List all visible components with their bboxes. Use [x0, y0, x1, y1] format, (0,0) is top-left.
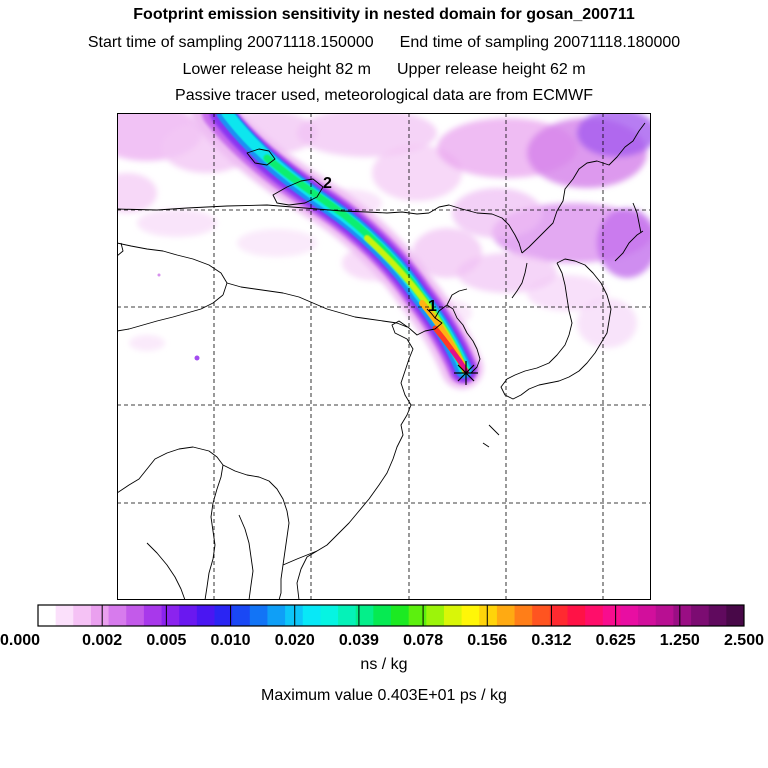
colorbar-cell	[655, 605, 674, 626]
colorbar-cell	[90, 605, 109, 626]
colorbar-tick-label: 0.039	[339, 632, 379, 649]
colorbar-cell	[708, 605, 727, 626]
colorbar-cell	[514, 605, 533, 626]
colorbar-cell	[267, 605, 286, 626]
colorbar-cell	[496, 605, 515, 626]
colorbar-tick-label: 0.000	[0, 632, 40, 649]
footprint-map: 2 1	[117, 113, 651, 600]
colorbar-cell	[338, 605, 357, 626]
colorbar-cell	[73, 605, 92, 626]
colorbar-cell	[443, 605, 462, 626]
sampling-times: Start time of sampling 20071118.150000 En…	[0, 34, 768, 52]
colorbar-cell	[426, 605, 445, 626]
colorbar-cell	[726, 605, 745, 626]
colorbar-cells	[37, 605, 745, 626]
plot-title: Footprint emission sensitivity in nested…	[133, 6, 635, 23]
tracer-note: Passive tracer used, meteorological data…	[175, 87, 593, 104]
colorbar-cell	[461, 605, 480, 626]
colorbar-cell	[532, 605, 551, 626]
colorbar-tick-label: 1.250	[660, 632, 700, 649]
colorbar-cell	[638, 605, 657, 626]
colorbar-cell	[620, 605, 639, 626]
trajectory-label-1: 1	[428, 298, 437, 315]
colorbar-tick-labels: 0.000 0.002 0.005 0.010 0.020 0.039 0.078 0.156…	[0, 632, 764, 649]
colorbar-cell	[232, 605, 251, 626]
colorbar-cell	[302, 605, 321, 626]
colorbar-tick-label: 0.156	[467, 632, 507, 649]
colorbar-cell	[391, 605, 410, 626]
start-time-label: Start time of sampling 20071118.150000	[87, 34, 374, 51]
colorbar-cell	[108, 605, 127, 626]
colorbar-unit: ns / kg	[360, 656, 408, 673]
colorbar-cell	[408, 605, 427, 626]
colorbar-cell	[249, 605, 268, 626]
colorbar-cell	[602, 605, 621, 626]
colorbar-cell	[126, 605, 145, 626]
colorbar-cell	[567, 605, 586, 626]
colorbar-cell	[143, 605, 162, 626]
colorbar-tick-label: 0.010	[211, 632, 251, 649]
colorbar: 0.000 0.002 0.005 0.010 0.020 0.039 0.078 0.156…	[0, 604, 764, 649]
colorbar-tick-label: 0.020	[275, 632, 315, 649]
colorbar-cell	[585, 605, 604, 626]
colorbar-cell	[196, 605, 215, 626]
colorbar-cell	[673, 605, 692, 626]
colorbar-cell	[479, 605, 498, 626]
release-heights: Lower release height 82 m Upper release h…	[0, 61, 768, 79]
trajectory-label-2: 2	[323, 175, 332, 192]
colorbar-tick-label: 0.625	[596, 632, 636, 649]
colorbar-cell	[549, 605, 568, 626]
lower-height-label: Lower release height 82 m	[182, 61, 371, 78]
end-time-label: End time of sampling 20071118.180000	[399, 34, 681, 51]
colorbar-cell	[55, 605, 74, 626]
colorbar-cell	[161, 605, 180, 626]
colorbar-tick-label: 0.002	[82, 632, 122, 649]
map-background	[117, 113, 651, 600]
colorbar-cell	[355, 605, 374, 626]
receptor-star-icon	[454, 361, 478, 385]
upper-height-label: Upper release height 62 m	[397, 61, 586, 78]
colorbar-tick-label: 0.312	[531, 632, 571, 649]
colorbar-frame	[37, 604, 745, 627]
colorbar-cell	[373, 605, 392, 626]
grid-lines	[117, 113, 651, 600]
colorbar-cell	[691, 605, 710, 626]
map-frame	[117, 113, 651, 600]
colorbar-cell	[320, 605, 339, 626]
colorbar-cell	[285, 605, 304, 626]
colorbar-tick-label: 0.078	[403, 632, 443, 649]
maximum-value: Maximum value 0.403E+01 ps / kg	[261, 687, 507, 704]
colorbar-tick-label: 0.005	[146, 632, 186, 649]
colorbar-tick-label: 2.500	[724, 632, 764, 649]
colorbar-cell	[214, 605, 233, 626]
colorbar-cell	[38, 605, 57, 626]
colorbar-cell	[179, 605, 198, 626]
coastlines-and-borders	[117, 122, 646, 600]
